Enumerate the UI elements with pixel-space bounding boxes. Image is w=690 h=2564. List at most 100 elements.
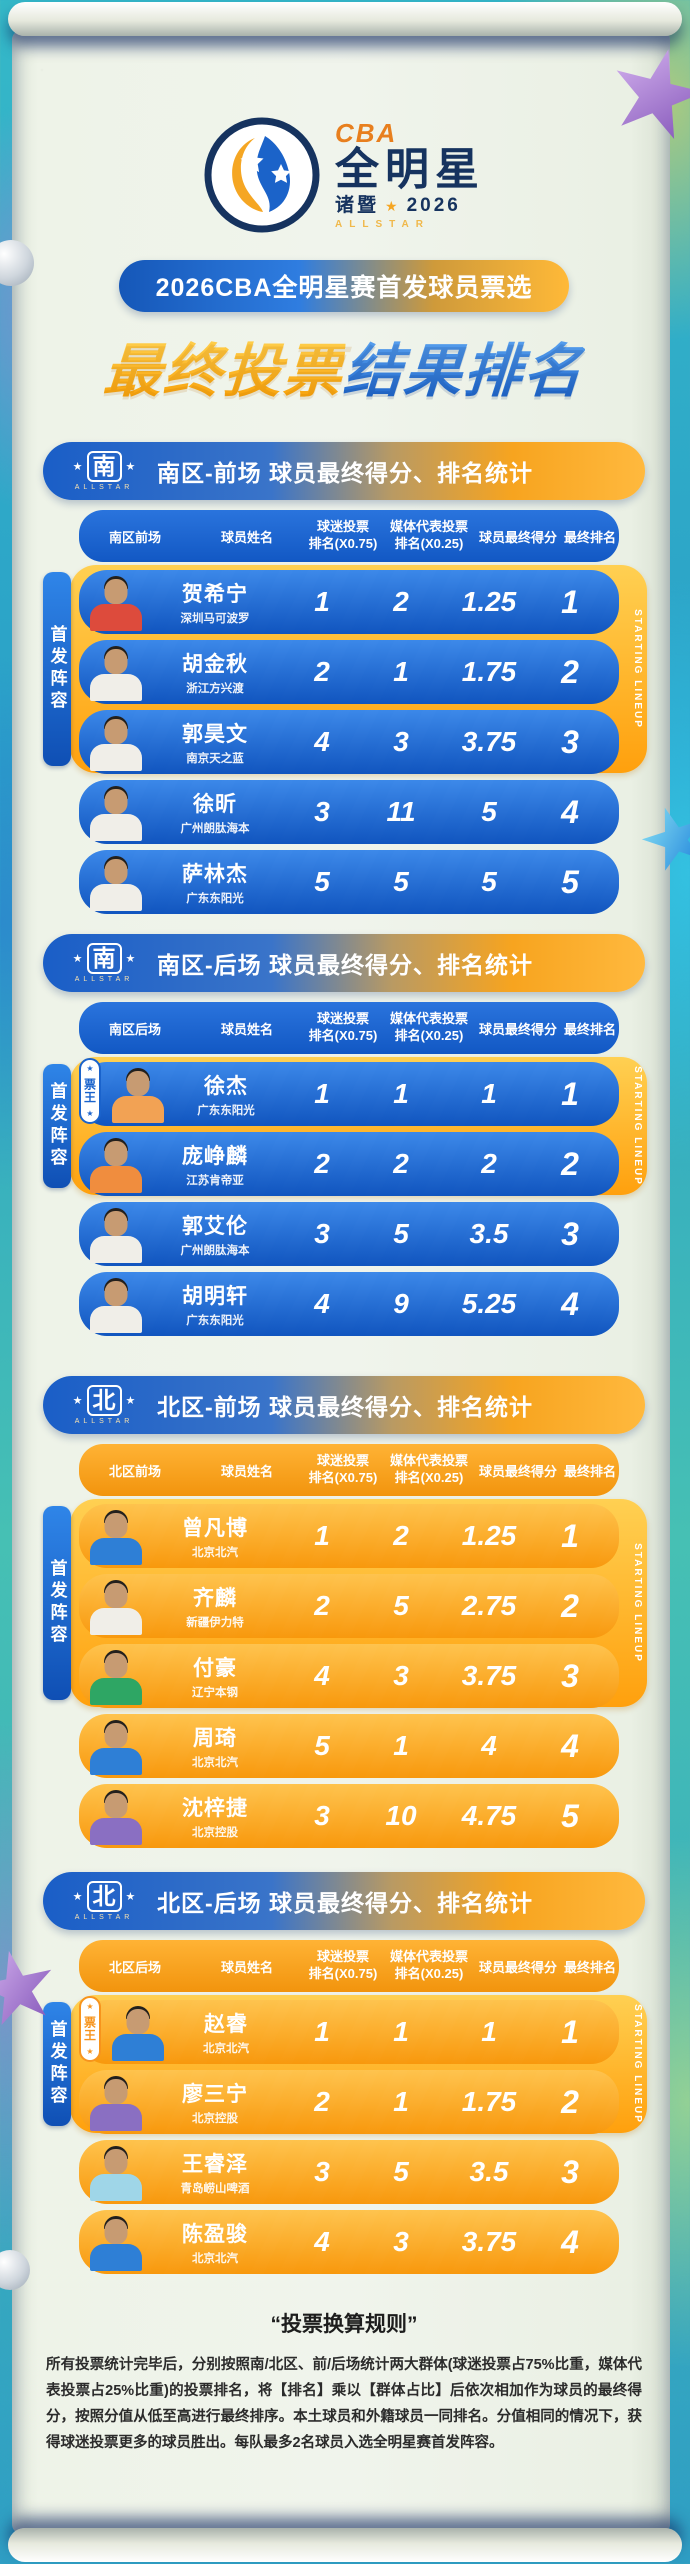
player-photo	[87, 643, 145, 701]
vote-king-badge: ★ 票王 ★	[79, 1996, 101, 2062]
player-row: 付豪 辽宁本钢 4 3 3.75 3	[79, 1644, 619, 1708]
final-rank: 3	[561, 1657, 579, 1694]
player-team: 北京北汽	[192, 2253, 238, 2265]
starting-lineup-cn-band: 首发阵容	[43, 2002, 71, 2126]
logo-allstar-cn: 全明星	[335, 145, 485, 194]
player-team: 北京北汽	[203, 2043, 249, 2055]
player-name: 付豪	[193, 1657, 237, 1680]
fan-vote-rank: 3	[314, 1800, 330, 1831]
player-name: 胡金秋	[182, 653, 248, 676]
player-team: 广州朗肽海本	[180, 823, 250, 835]
player-team: 广州朗肽海本	[180, 1245, 250, 1257]
player-name: 陈盈骏	[182, 2223, 248, 2246]
final-rank: 4	[561, 1285, 579, 1322]
player-name: 周琦	[193, 1727, 237, 1750]
starting-lineup-en-label: STARTING LINEUP	[632, 1066, 643, 1186]
player-team: 新疆伊力特	[186, 1617, 244, 1629]
starting-lineup-cn-band: 首发阵容	[43, 1506, 71, 1700]
player-team: 北京北汽	[192, 1757, 238, 1769]
player-photo	[87, 573, 145, 631]
section-north-backcourt: ★ 北 ★ ALLSTAR 北区-后场 球员最终得分、排名统计 北区后场 球员姓…	[43, 1872, 647, 2274]
player-name: 徐昕	[193, 793, 237, 816]
final-rank: 4	[561, 1727, 579, 1764]
final-score: 1.75	[461, 656, 517, 687]
player-name: 徐杰	[204, 1075, 248, 1098]
player-photo	[87, 2213, 145, 2271]
player-name: 萨林杰	[182, 863, 248, 886]
final-rank: 1	[561, 583, 579, 620]
player-name: 赵睿	[204, 2013, 248, 2036]
media-vote-rank: 5	[393, 2156, 409, 2187]
table-header: 北区前场 球员姓名 球迷投票 排名(X0.75) 媒体代表投票 排名(X0.25) …	[79, 1444, 619, 1496]
final-rank: 5	[561, 1797, 579, 1834]
player-photo	[109, 2003, 167, 2061]
final-rank: 1	[561, 1075, 579, 1112]
event-banner: 2026CBA全明星赛首发球员票选	[119, 260, 569, 312]
section-title: 南区-前场 球员最终得分、排名统计	[157, 460, 534, 486]
player-photo	[87, 1717, 145, 1775]
media-vote-rank: 10	[385, 1800, 417, 1831]
fan-vote-rank: 2	[314, 656, 330, 687]
player-photo	[87, 2143, 145, 2201]
badge-star-icon: ★	[86, 1109, 94, 1118]
player-name: 庞峥麟	[182, 1145, 248, 1168]
player-photo	[87, 1205, 145, 1263]
fan-vote-rank: 5	[314, 866, 330, 897]
rules-body: 所有投票统计完毕后，分别按照南/北区、前/后场统计两大群体(球迷投票占75%比重…	[46, 2357, 642, 2452]
player-team: 江苏肯帝亚	[186, 1175, 244, 1187]
final-score: 1	[481, 2016, 497, 2047]
fan-vote-rank: 4	[314, 726, 330, 757]
player-photo	[87, 1577, 145, 1635]
player-row: 齐麟 新疆伊力特 2 5 2.75 2	[79, 1574, 619, 1638]
final-score: 1.75	[461, 2086, 517, 2117]
final-score: 2	[481, 1148, 497, 1179]
media-vote-rank: 2	[393, 1520, 409, 1551]
badge-star-icon: ★	[72, 461, 83, 473]
player-team: 北京北汽	[192, 1547, 238, 1559]
player-name: 沈梓捷	[182, 1797, 248, 1820]
starting-lineup-en-label: STARTING LINEUP	[632, 609, 643, 729]
badge-star-icon: ★	[125, 461, 136, 473]
player-team: 北京控股	[192, 1827, 238, 1839]
final-rank: 1	[561, 1517, 579, 1554]
media-vote-rank: 1	[393, 2086, 409, 2117]
player-team: 深圳马可波罗	[180, 613, 250, 625]
section-title: 北区-后场 球员最终得分、排名统计	[157, 1890, 534, 1916]
badge-star-icon: ★	[86, 2047, 94, 2056]
media-vote-rank: 9	[393, 1288, 409, 1319]
player-row: 徐昕 广州朗肽海本 3 11 5 4	[79, 780, 619, 844]
media-vote-rank: 11	[386, 796, 416, 827]
player-name: 郭昊文	[182, 723, 248, 746]
player-photo	[87, 1135, 145, 1193]
player-row: 陈盈骏 北京北汽 4 3 3.75 4	[79, 2210, 619, 2274]
vote-king-badge: ★ 票王 ★	[79, 1058, 101, 1124]
cba-allstar-logo: CBA 全明星 诸暨 ★ 2026 ALLSTAR	[42, 116, 646, 234]
player-team: 浙江方兴渡	[186, 683, 244, 695]
player-team: 南京天之蓝	[186, 753, 244, 765]
fan-vote-rank: 1	[314, 2016, 330, 2047]
logo-cba-text: CBA	[335, 118, 398, 148]
final-rank: 2	[561, 1587, 579, 1624]
final-score: 4.75	[461, 1800, 517, 1831]
section-south-frontcourt: ★ 南 ★ ALLSTAR 南区-前场 球员最终得分、排名统计 南区前场 球员姓…	[43, 442, 647, 914]
player-photo	[109, 1065, 167, 1123]
media-vote-rank: 1	[393, 656, 409, 687]
final-rank: 2	[561, 2083, 579, 2120]
player-team: 广东东阳光	[186, 1315, 244, 1327]
player-row: 庞峥麟 江苏肯帝亚 2 2 2 2	[79, 1132, 619, 1196]
section-header: ★ 北 ★ ALLSTAR 北区-后场 球员最终得分、排名统计	[43, 1872, 645, 1930]
logo-year: 2026	[406, 195, 461, 216]
fan-vote-rank: 2	[314, 1148, 330, 1179]
final-score: 3.75	[461, 726, 517, 757]
final-score: 3.75	[461, 1660, 517, 1691]
region-badge: ★ 北 ★ ALLSTAR	[72, 1881, 136, 1921]
player-row: 王睿泽 青岛崂山啤酒 3 5 3.5 3	[79, 2140, 619, 2204]
player-row: ★ 票王 ★ 赵睿 北京北汽 1 1 1 1	[79, 1996, 619, 2064]
starting-lineup-cn-band: 首发阵容	[43, 572, 71, 766]
page-title-part1: 最终投票	[101, 339, 346, 404]
fan-vote-rank: 3	[314, 796, 330, 827]
final-score: 2.75	[461, 1590, 517, 1621]
player-name: 王睿泽	[182, 2153, 248, 2176]
player-photo	[87, 1507, 145, 1565]
section-south-backcourt: ★ 南 ★ ALLSTAR 南区-后场 球员最终得分、排名统计 南区后场 球员姓…	[43, 934, 647, 1336]
